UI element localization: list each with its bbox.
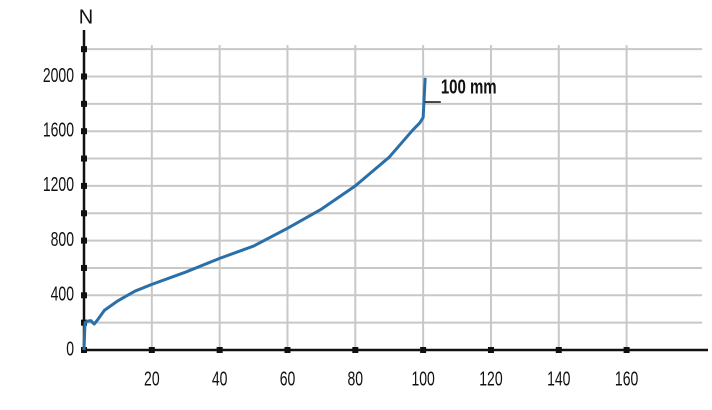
y-tick-label: 400 [51,282,74,305]
y-tick-label: 1600 [43,118,74,141]
y-tick-label: 0 [66,337,74,360]
x-tick-label: 20 [144,367,160,390]
y-tick-label: 800 [51,227,74,250]
data-line [82,77,427,351]
x-tick-label: 60 [280,367,296,390]
annotation: 100 mm [441,75,497,98]
y-tick-label: 2000 [43,63,74,86]
x-tick-label: 140 [547,367,570,390]
x-tick-label: 40 [212,367,228,390]
x-tick-label: 160 [615,367,638,390]
y-axis-label: N [79,6,93,28]
y-tick-label: 1200 [43,173,74,196]
x-tick-label: 80 [348,367,364,390]
x-tick-label: 120 [479,367,502,390]
x-tick-label: 100 [411,367,434,390]
